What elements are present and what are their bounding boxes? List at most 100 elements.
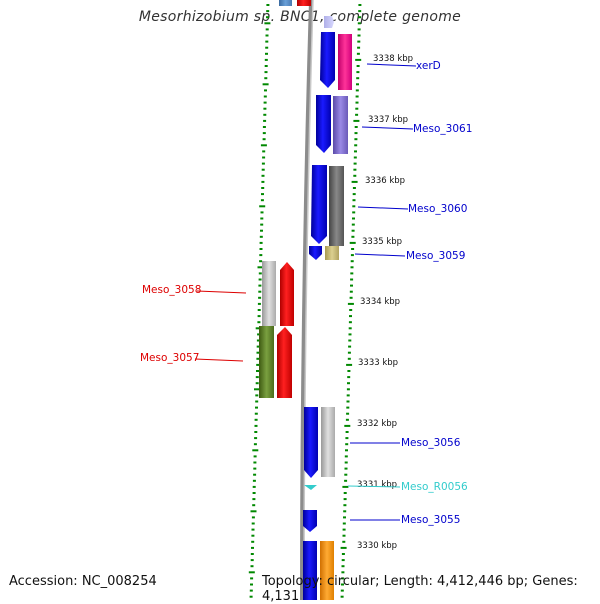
svg-text:Meso_3060: Meso_3060 <box>408 203 467 215</box>
tick-mark <box>251 522 255 525</box>
tick-mark <box>355 58 362 61</box>
tick-mark <box>343 492 347 494</box>
tick-mark <box>355 101 359 104</box>
tick-mark <box>263 95 267 98</box>
tick-mark <box>341 583 344 586</box>
gene-bottom-blue <box>303 541 317 600</box>
tick-mark <box>259 235 263 238</box>
tick-mark <box>265 46 269 49</box>
tick-mark <box>260 217 264 220</box>
tick-mark <box>349 315 352 318</box>
label-meso3057[interactable]: Meso_3057 <box>140 352 244 364</box>
tick-mark <box>264 77 268 80</box>
tick-mark <box>261 174 265 177</box>
tick-mark <box>349 309 353 311</box>
tick-mark <box>354 126 358 128</box>
tick-mark <box>352 205 356 208</box>
tick-mark <box>250 553 254 555</box>
tick-mark <box>341 553 345 555</box>
tick-mark <box>347 382 350 385</box>
tick-mark <box>249 595 253 598</box>
tick-mark <box>352 199 356 202</box>
tick-mark <box>264 89 267 92</box>
tick-mark <box>351 180 358 183</box>
tick-mark <box>347 357 351 360</box>
label-xerD[interactable]: xerD <box>366 60 441 72</box>
svg-text:Meso_3059: Meso_3059 <box>406 250 465 262</box>
tick-mark <box>356 77 360 80</box>
accession-text: Accession: NC_008254 <box>9 574 157 589</box>
tick-mark <box>260 144 267 147</box>
tick-mark <box>344 473 348 476</box>
tick-mark <box>256 339 260 342</box>
tick-mark <box>347 351 351 354</box>
tick-mark <box>340 595 344 598</box>
tick-mark <box>255 394 259 397</box>
tick-mark <box>262 150 266 153</box>
gene-mesoR0056-cyan <box>304 485 317 490</box>
tick-mark <box>258 278 262 281</box>
tick-mark <box>250 583 253 586</box>
tick-mark <box>357 22 361 25</box>
tick-mark <box>356 71 360 74</box>
tick-mark <box>259 205 266 208</box>
gene-meso3055-blue <box>303 510 317 532</box>
kbp-label: 3338 kbp <box>373 54 413 64</box>
label-meso3061[interactable]: Meso_3061 <box>361 123 472 135</box>
tick-mark <box>260 199 264 202</box>
tick-mark <box>353 174 357 177</box>
tick-mark <box>266 10 270 13</box>
tick-mark <box>250 559 254 562</box>
tick-mark <box>353 119 360 122</box>
cog-meso3060-gray <box>329 166 344 246</box>
map-title: Mesorhizobium sp. BNC1, complete genome <box>138 9 462 25</box>
tick-mark <box>352 187 356 189</box>
tick-mark <box>257 333 261 336</box>
tick-mark <box>256 345 260 348</box>
tick-mark <box>262 156 266 159</box>
tick-mark <box>258 272 262 275</box>
label-mesoR0056[interactable]: Meso_R0056 <box>347 481 468 493</box>
tick-mark <box>356 65 360 67</box>
tick-mark <box>342 522 346 525</box>
tick-mark <box>344 479 348 482</box>
svg-text:xerD: xerD <box>416 60 441 72</box>
tick-mark <box>258 296 262 299</box>
tick-mark <box>358 10 362 13</box>
tick-mark <box>357 40 361 43</box>
tick-mark <box>354 138 358 141</box>
tick-mark <box>256 370 259 372</box>
tick-mark <box>341 577 345 580</box>
kbp-label: 3330 kbp <box>357 541 397 551</box>
tick-mark <box>353 162 357 165</box>
tick-mark <box>257 302 261 305</box>
tick-mark <box>349 290 353 293</box>
tick-mark <box>346 406 350 409</box>
label-meso3058[interactable]: Meso_3058 <box>142 284 247 296</box>
tick-mark <box>263 107 267 110</box>
tick-mark <box>355 113 359 116</box>
tick-mark <box>253 461 257 464</box>
tick-mark <box>258 284 262 287</box>
label-meso3060[interactable]: Meso_3060 <box>357 203 467 215</box>
svg-text:Meso_3057: Meso_3057 <box>140 352 199 364</box>
label-meso3055[interactable]: Meso_3055 <box>350 514 460 526</box>
tick-mark <box>266 16 269 19</box>
tick-mark <box>255 376 259 379</box>
cog-xerD-pink <box>338 34 352 90</box>
tick-mark <box>353 156 357 159</box>
svg-text:Meso_R0056: Meso_R0056 <box>401 481 468 493</box>
right-tick-track <box>340 4 362 598</box>
tick-mark <box>261 180 265 183</box>
tick-mark <box>350 260 354 263</box>
tick-mark <box>355 95 359 98</box>
svg-text:Meso_3058: Meso_3058 <box>142 284 201 296</box>
label-meso3056[interactable]: Meso_3056 <box>350 437 461 449</box>
tick-mark <box>252 479 256 482</box>
tick-mark <box>249 589 253 592</box>
tick-mark <box>254 412 258 415</box>
tick-mark <box>341 571 345 574</box>
label-meso3059[interactable]: Meso_3059 <box>354 250 465 262</box>
tick-mark <box>342 485 349 488</box>
